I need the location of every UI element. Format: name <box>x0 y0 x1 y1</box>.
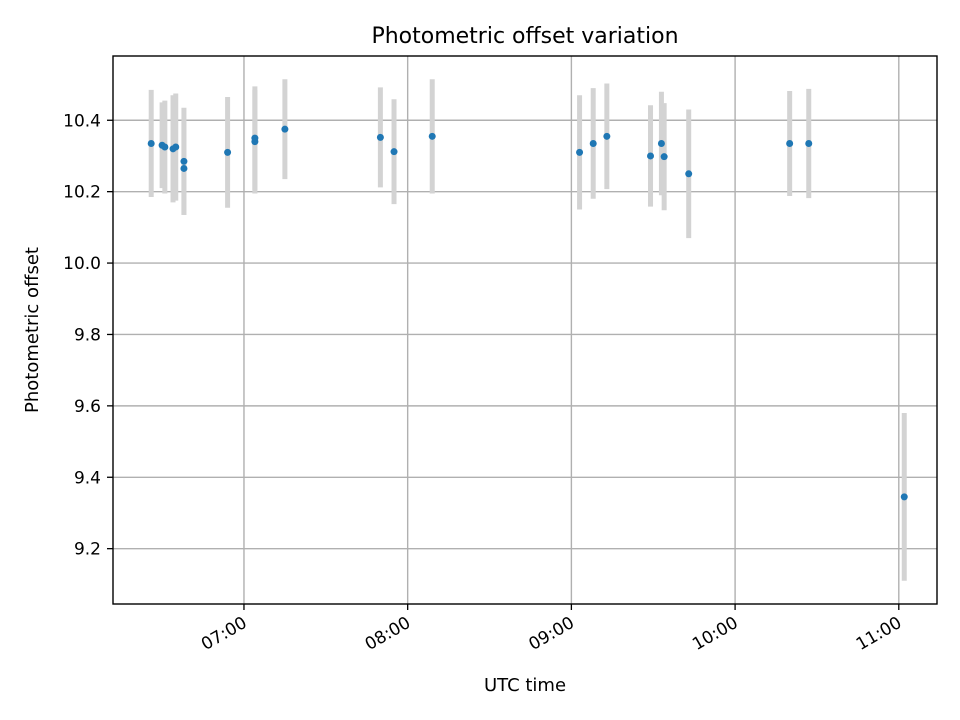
y-tick-label: 10.4 <box>63 111 101 131</box>
data-point <box>660 153 668 161</box>
data-points <box>147 125 908 501</box>
data-point <box>224 148 232 156</box>
x-axis-label: UTC time <box>484 675 566 696</box>
data-point <box>900 493 908 501</box>
y-axis-label: Photometric offset <box>22 247 43 413</box>
data-point <box>657 139 665 147</box>
data-point <box>603 132 611 140</box>
data-point <box>786 139 794 147</box>
y-tick-label: 9.8 <box>74 325 101 345</box>
grid <box>113 56 937 604</box>
y-tick-label: 10.0 <box>63 254 101 274</box>
data-point <box>161 143 169 151</box>
data-point <box>251 134 259 142</box>
data-point <box>147 139 155 147</box>
data-point <box>685 170 693 178</box>
data-point <box>172 143 180 151</box>
data-point <box>281 125 289 133</box>
data-point <box>376 133 384 141</box>
chart-title: Photometric offset variation <box>371 24 678 49</box>
data-point <box>576 148 584 156</box>
data-point <box>805 139 813 147</box>
y-tick-label: 9.6 <box>74 397 101 417</box>
plot-frame <box>112 55 938 605</box>
y-tick-label: 9.2 <box>74 540 101 560</box>
data-point <box>180 157 188 165</box>
y-tick-label: 10.2 <box>63 183 101 203</box>
data-point <box>390 148 398 156</box>
data-point <box>180 164 188 172</box>
y-axis-ticks: 9.2 9.4 9.6 9.8 10.0 10.2 10.4 <box>63 111 113 560</box>
data-point <box>647 152 655 160</box>
data-point <box>589 139 597 147</box>
y-tick-label: 9.4 <box>74 468 101 488</box>
data-point <box>428 132 436 140</box>
